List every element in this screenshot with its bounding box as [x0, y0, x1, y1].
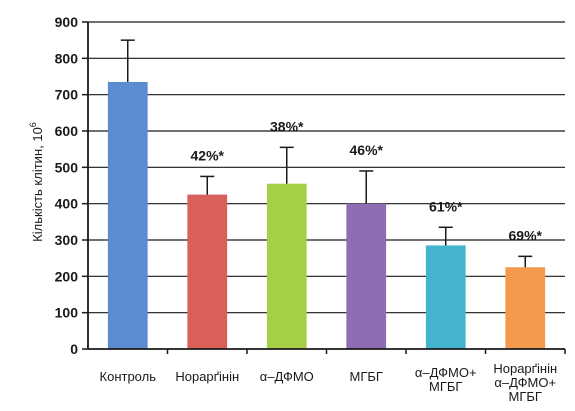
bar	[346, 203, 387, 349]
x-category-label-line: Норарґінін	[175, 369, 239, 384]
y-tick-label: 200	[55, 268, 79, 284]
grid-lines	[88, 21, 565, 314]
bar-annotation: 42%*	[191, 147, 225, 163]
x-category-label-line: МГБГ	[509, 389, 542, 404]
bar-annotation: 38%*	[270, 118, 304, 134]
y-tick-label: 700	[55, 87, 79, 103]
y-axis-title-text: Кількість клітин, 10	[30, 127, 45, 242]
y-tick-label: 500	[55, 159, 79, 175]
x-category-label: Норарґінін α–ДФМО+ МГБГ	[493, 361, 557, 404]
y-tick-label: 0	[70, 341, 78, 357]
y-tick-label: 600	[55, 123, 79, 139]
bar-annotation: 46%*	[350, 142, 384, 158]
x-category-label-line: α–ДФМО+	[494, 375, 556, 390]
bars	[107, 39, 546, 349]
bar	[107, 81, 148, 349]
bar	[187, 194, 228, 349]
x-category-label: α–ДФМО	[260, 369, 314, 384]
x-category-label-line: α–ДФМО+	[415, 365, 477, 380]
x-category-label: МГБГ	[350, 369, 383, 384]
bar-annotation: 61%*	[429, 198, 463, 214]
y-tick-label: 900	[55, 14, 79, 30]
labels: 0 100 200 300 400 500 600 700 800 900 Контроль 42%*…	[55, 14, 558, 404]
x-category-label-line: α–ДФМО	[260, 369, 314, 384]
x-category-label-line: МГБГ	[429, 379, 462, 394]
x-category-label-line: МГБГ	[350, 369, 383, 384]
x-category-label-line: Контроль	[100, 369, 157, 384]
bar	[266, 183, 307, 349]
x-category-label: Контроль	[100, 369, 157, 384]
y-tick-label: 400	[55, 196, 79, 212]
bar-annotation: 69%*	[509, 227, 543, 243]
y-tick-label: 300	[55, 232, 79, 248]
x-category-label: α–ДФМО+ МГБГ	[415, 365, 477, 394]
y-tick-label: 800	[55, 50, 79, 66]
y-axis-title: Кількість клітин, 106	[28, 122, 45, 242]
bar	[505, 267, 546, 349]
bar	[425, 245, 466, 349]
x-category-label: Норарґінін	[175, 369, 239, 384]
x-category-label-line: Норарґінін	[493, 361, 557, 376]
axes	[82, 21, 566, 354]
y-tick-label: 100	[55, 305, 79, 321]
y-axis-title-exponent: 6	[28, 122, 38, 127]
